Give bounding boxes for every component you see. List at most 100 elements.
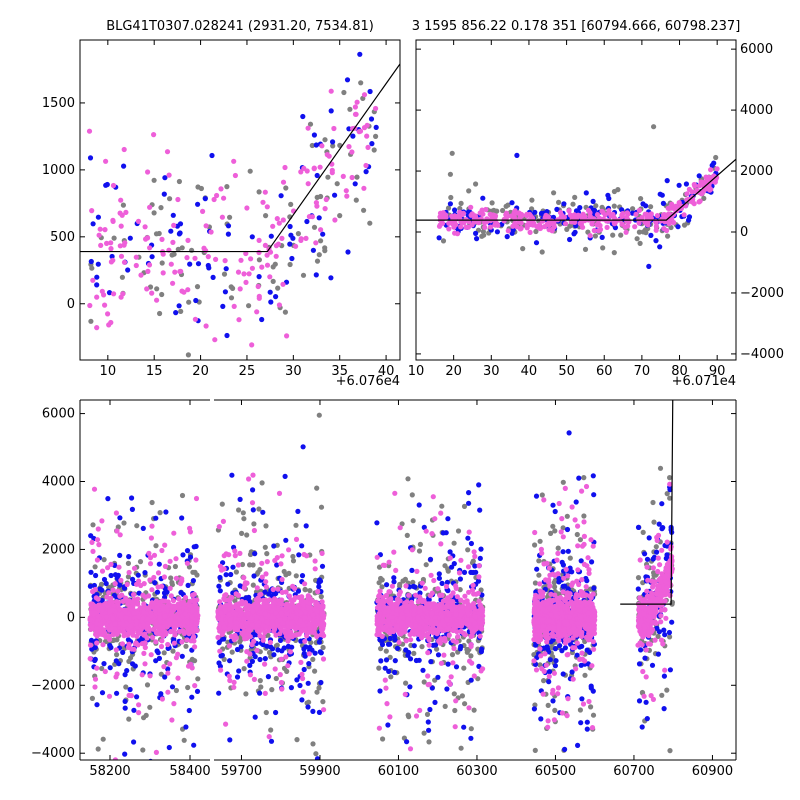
data-point-pink: [123, 209, 129, 215]
data-point-blue: [407, 684, 413, 690]
data-point-pink: [254, 601, 260, 607]
data-point-pink: [356, 129, 362, 135]
data-point-blue: [387, 641, 393, 647]
y-tick-label: 4000: [740, 103, 773, 118]
data-point-blue: [344, 77, 351, 83]
data-point-pink: [118, 223, 124, 229]
data-point-blue: [440, 530, 446, 536]
data-point-blue: [256, 274, 262, 280]
data-point-grey: [232, 598, 238, 604]
data-point-pink: [149, 587, 155, 593]
data-point-pink: [238, 257, 244, 263]
data-point-grey: [224, 184, 230, 190]
model-curve: [416, 158, 736, 221]
data-point-grey: [256, 506, 262, 512]
data-point-grey: [448, 194, 454, 201]
data-point-blue: [646, 263, 652, 269]
data-point-pink: [96, 542, 102, 548]
data-point-pink: [159, 696, 165, 702]
data-point-pink: [286, 593, 292, 599]
data-point-pink: [620, 211, 626, 217]
data-point-pink: [226, 643, 233, 649]
data-point-grey: [154, 286, 160, 292]
data-point-grey: [219, 501, 225, 507]
data-point-pink: [673, 203, 679, 209]
data-point-pink: [267, 597, 273, 603]
data-point-pink: [223, 551, 229, 557]
data-point-grey: [421, 730, 427, 736]
data-point-pink: [636, 220, 642, 226]
data-point-grey: [465, 547, 471, 553]
data-point-pink: [241, 575, 247, 581]
data-point-pink: [298, 610, 304, 616]
data-point-pink: [250, 608, 256, 615]
data-point-pink: [212, 337, 218, 343]
data-point-pink: [110, 217, 116, 223]
data-point-pink: [279, 553, 285, 559]
data-point-pink: [278, 610, 284, 616]
data-point-pink: [254, 622, 260, 628]
data-point-pink: [262, 610, 268, 617]
data-point-pink: [142, 661, 148, 667]
data-point-pink: [222, 607, 228, 613]
data-point-pink: [703, 174, 709, 180]
data-point-blue: [480, 195, 486, 201]
data-point-pink: [587, 233, 593, 239]
data-point-pink: [606, 208, 612, 214]
data-point-pink: [134, 633, 140, 639]
data-point-pink: [271, 615, 277, 621]
data-point-pink: [458, 224, 464, 230]
data-point-pink: [233, 635, 239, 641]
data-point-pink: [298, 237, 304, 243]
data-point-grey: [88, 318, 94, 324]
data-point-grey: [593, 203, 599, 209]
data-point-blue: [304, 218, 310, 225]
data-point-pink: [492, 222, 498, 228]
data-point-blue: [283, 537, 289, 543]
data-point-grey: [378, 646, 384, 652]
data-point-pink: [147, 673, 153, 679]
data-point-blue: [299, 543, 305, 549]
data-point-pink: [653, 227, 659, 233]
data-point-pink: [428, 572, 434, 578]
data-point-grey: [268, 727, 274, 733]
data-point-grey: [250, 582, 256, 588]
data-point-blue: [444, 686, 450, 692]
data-point-pink: [344, 193, 350, 199]
data-point-pink: [251, 676, 257, 683]
data-point-pink: [263, 579, 269, 585]
data-point-pink: [149, 290, 155, 296]
data-point-blue: [473, 569, 479, 575]
data-point-blue: [648, 232, 654, 238]
data-point-grey: [320, 644, 326, 651]
data-point-blue: [295, 588, 301, 594]
data-point-blue: [265, 674, 271, 680]
data-point-blue: [120, 649, 126, 656]
data-point-pink: [86, 128, 93, 134]
data-point-pink: [301, 165, 307, 171]
data-point-blue: [234, 674, 241, 680]
data-point-pink: [264, 262, 271, 268]
data-point-pink: [435, 586, 441, 592]
data-point-pink: [215, 634, 221, 641]
data-point-blue: [479, 646, 485, 652]
data-point-blue: [316, 215, 322, 221]
x-tick-label: 80: [671, 364, 688, 379]
data-point-grey: [243, 691, 249, 697]
data-point-grey: [95, 746, 101, 752]
data-point-grey: [316, 685, 322, 691]
data-point-pink: [147, 577, 153, 583]
data-point-blue: [468, 735, 474, 741]
data-point-pink: [168, 593, 174, 599]
data-point-blue: [369, 141, 375, 147]
data-point-blue: [373, 124, 379, 130]
data-point-blue: [384, 582, 390, 588]
data-point-blue: [577, 205, 583, 211]
data-point-grey: [179, 245, 185, 251]
data-point-pink: [99, 518, 105, 524]
data-point-grey: [334, 181, 340, 187]
data-point-pink: [205, 254, 211, 260]
data-point-blue: [435, 674, 441, 680]
data-point-blue: [301, 666, 307, 673]
data-point-blue: [350, 133, 356, 139]
